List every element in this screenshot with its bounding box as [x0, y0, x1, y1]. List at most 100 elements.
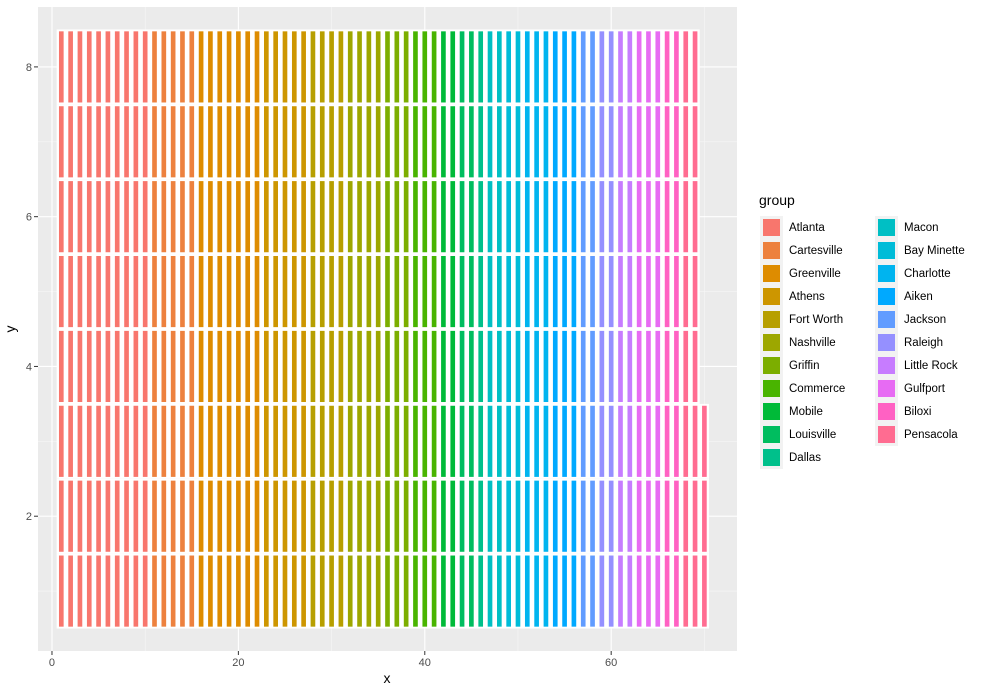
tile: [142, 405, 148, 477]
tile: [189, 255, 195, 328]
tile: [105, 106, 111, 178]
tile: [189, 181, 195, 253]
tile: [236, 106, 241, 178]
tile: [347, 31, 353, 103]
tile: [208, 31, 213, 103]
tile: [441, 555, 446, 627]
tile: [497, 330, 502, 403]
tile: [273, 330, 278, 403]
tile: [226, 405, 232, 477]
tile: [562, 181, 567, 253]
tile: [692, 31, 698, 103]
tile: [375, 181, 381, 253]
tile: [77, 255, 83, 328]
tile: [636, 106, 642, 178]
tile: [524, 255, 530, 328]
tile: [385, 330, 390, 403]
legend-label: Atlanta: [789, 222, 825, 234]
tile: [77, 555, 83, 627]
tile: [674, 181, 679, 253]
tile: [627, 255, 633, 328]
legend-label: Gulfport: [904, 383, 946, 395]
legend-swatch: [763, 219, 780, 236]
tile: [515, 255, 521, 328]
tile: [58, 31, 64, 103]
legend-label: Louisville: [789, 429, 836, 441]
tile: [375, 555, 381, 627]
tile: [68, 555, 73, 627]
tile: [618, 181, 623, 253]
tile: [236, 555, 241, 627]
legend-swatch: [763, 380, 780, 397]
legend-swatch: [763, 311, 780, 328]
tile: [264, 181, 269, 253]
legend-label: Cartesville: [789, 245, 843, 257]
legend-label: Commerce: [789, 383, 845, 395]
tile: [580, 330, 586, 403]
tile: [338, 405, 344, 477]
tile: [674, 480, 679, 552]
tile: [552, 555, 558, 627]
tile: [291, 106, 297, 178]
tile: [469, 106, 474, 178]
legend-swatch: [878, 357, 895, 374]
tile: [562, 480, 567, 552]
tile: [264, 330, 269, 403]
tile: [375, 31, 381, 103]
tile: [487, 31, 493, 103]
tile: [413, 330, 418, 403]
tile: [683, 181, 689, 253]
tile: [152, 555, 157, 627]
x-axis-title: x: [384, 670, 391, 686]
tile: [487, 330, 493, 403]
tile: [422, 405, 428, 477]
tile: [273, 405, 278, 477]
tile: [664, 405, 670, 477]
tile: [273, 181, 278, 253]
tile: [329, 330, 334, 403]
tile: [506, 480, 511, 552]
x-tick-label: 0: [49, 657, 55, 669]
tile: [655, 181, 661, 253]
tile: [338, 255, 344, 328]
tile: [319, 181, 325, 253]
tile: [562, 330, 567, 403]
tile: [552, 330, 558, 403]
legend-swatch: [763, 403, 780, 420]
tile: [170, 255, 176, 328]
tile: [58, 106, 64, 178]
tile: [245, 106, 251, 178]
tile: [618, 555, 623, 627]
legend: Atlanta Cartesville Greenville Athens Fort W…: [760, 216, 965, 469]
tile: [459, 555, 465, 627]
tile: [180, 255, 185, 328]
tile: [478, 106, 484, 178]
tile: [469, 405, 474, 477]
tile: [357, 255, 362, 328]
tile: [347, 330, 353, 403]
tile: [319, 555, 325, 627]
tile: [543, 555, 549, 627]
tile: [319, 405, 325, 477]
y-tick-label: 8: [26, 62, 32, 74]
tile: [105, 405, 111, 477]
tile: [114, 480, 120, 552]
tile: [413, 405, 418, 477]
legend-swatch: [878, 380, 895, 397]
tile: [543, 255, 549, 328]
tile: [124, 555, 129, 627]
tile: [655, 480, 661, 552]
tile: [366, 555, 372, 627]
tile: [394, 480, 400, 552]
tile: [562, 31, 567, 103]
tile: [664, 106, 670, 178]
tile: [375, 255, 381, 328]
tile: [506, 255, 511, 328]
tile: [469, 31, 474, 103]
tile: [142, 31, 148, 103]
tile: [282, 330, 288, 403]
legend-label: Jackson: [904, 314, 946, 326]
tile: [646, 106, 651, 178]
tile: [534, 181, 539, 253]
tile: [217, 330, 223, 403]
